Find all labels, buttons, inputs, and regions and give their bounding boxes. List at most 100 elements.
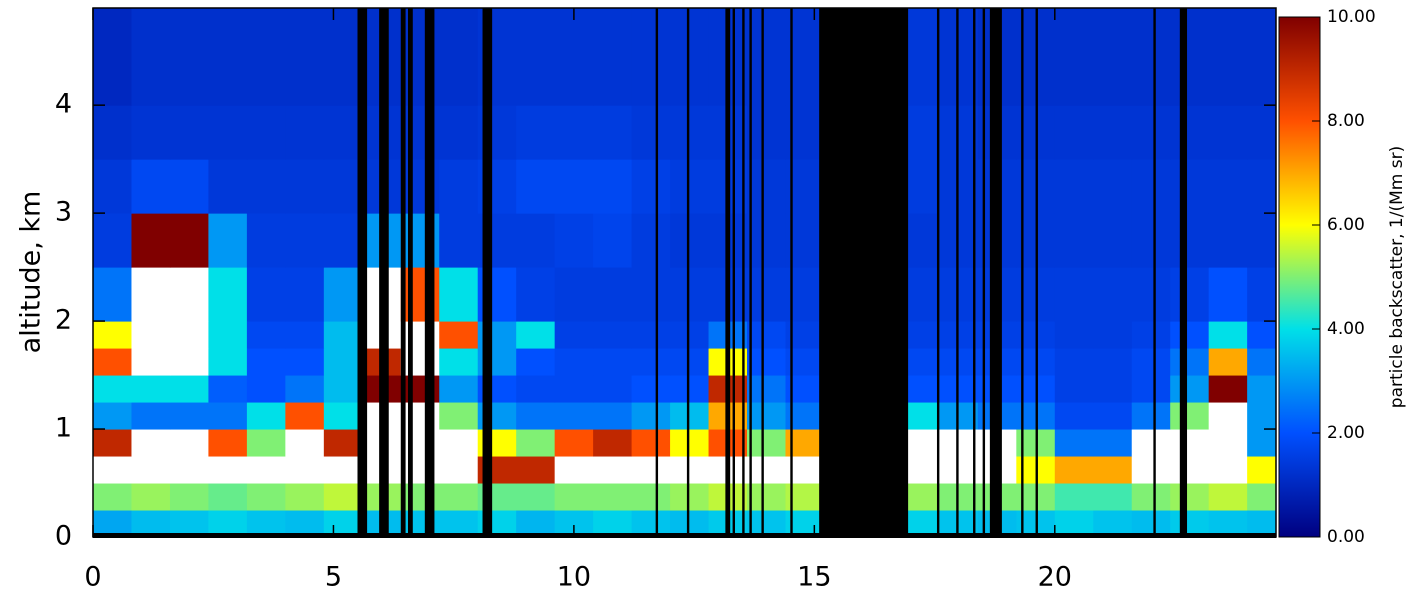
missing-data-strip [982, 8, 986, 537]
heat-cell [631, 429, 671, 457]
missing-data-strip [956, 8, 959, 537]
heat-cell [1093, 429, 1133, 457]
missing-data-strip [761, 8, 764, 537]
heat-cell [285, 483, 325, 511]
missing-data-strip [936, 8, 940, 537]
heat-cell [670, 483, 710, 511]
heat-cell [246, 510, 286, 538]
heat-cell [131, 456, 171, 484]
heat-cell [516, 348, 556, 376]
heat-cell [1093, 483, 1133, 511]
heat-cell [516, 213, 556, 268]
heat-cell [169, 483, 209, 511]
heat-cell [246, 402, 286, 430]
missing-data-strip [400, 8, 406, 537]
heat-cell [169, 429, 209, 457]
heat-cell [439, 267, 479, 322]
heat-cell [593, 267, 633, 322]
heat-cell [439, 159, 479, 214]
heat-cell [1131, 456, 1171, 484]
heat-cell [93, 375, 132, 403]
heat-cell [285, 159, 325, 214]
x-tick-label: 10 [557, 562, 591, 593]
heat-cell [747, 321, 786, 349]
missing-data-strip [989, 8, 1002, 537]
heat-cell [516, 456, 556, 484]
heat-cell [554, 348, 594, 376]
colorbar-label: particle backscatter, 1/(Mm sr) [1387, 146, 1407, 408]
missing-data-strip [725, 8, 731, 537]
heat-cell [93, 456, 132, 484]
heat-cell [554, 267, 594, 322]
heat-cell [1131, 105, 1171, 160]
heat-cell [323, 402, 363, 430]
heat-cell [208, 105, 248, 160]
heat-cell [1170, 105, 1210, 160]
heat-cell [323, 510, 363, 538]
heat-cell [747, 105, 786, 160]
heat-cell [285, 375, 325, 403]
heat-cell [1093, 510, 1133, 538]
heat-cell [593, 429, 633, 457]
heat-cell [1208, 159, 1248, 214]
heat-cell [631, 375, 671, 403]
heat-cell [554, 8, 594, 106]
heat-cell [1054, 8, 1094, 106]
heat-cell [593, 8, 633, 106]
heat-cell [670, 105, 710, 160]
heat-cell [1093, 213, 1133, 268]
x-tick-label: 15 [797, 562, 831, 593]
heat-cell [439, 105, 479, 160]
heat-cell [1247, 402, 1277, 430]
heat-cell [747, 429, 786, 457]
heat-cell [323, 483, 363, 511]
heat-cell [554, 213, 594, 268]
heat-cell [1170, 321, 1210, 349]
heat-cell [1170, 429, 1210, 457]
heat-cell [1093, 348, 1133, 376]
heat-cell [131, 429, 171, 457]
heat-cell [246, 159, 286, 214]
heat-cell [593, 375, 633, 403]
heat-cell [516, 510, 556, 538]
heat-cell [246, 105, 286, 160]
heat-cell [1054, 456, 1094, 484]
missing-data-strip [655, 8, 659, 537]
heat-cell [1247, 267, 1277, 322]
heat-cell [631, 159, 671, 214]
heat-cell [939, 321, 979, 349]
heat-cell [439, 402, 479, 430]
heat-cell [323, 213, 363, 268]
missing-data-strip [1179, 8, 1188, 537]
heat-cell [169, 510, 209, 538]
heat-cell [93, 510, 132, 538]
heat-cell [246, 213, 286, 268]
missing-data-strip [732, 8, 735, 537]
heat-cell [939, 8, 979, 106]
heat-cell [593, 159, 633, 214]
heat-cell [323, 429, 363, 457]
heat-cell [516, 483, 556, 511]
heat-cell [631, 456, 671, 484]
heat-cell [554, 429, 594, 457]
missing-data-strip [742, 8, 745, 537]
heat-cell [939, 510, 979, 538]
heat-cell [323, 267, 363, 322]
heat-cell [516, 105, 556, 160]
heat-cell [593, 402, 633, 430]
heat-cell [1208, 375, 1248, 403]
heat-cell [747, 402, 786, 430]
heat-cell [516, 321, 556, 349]
heat-cell [1170, 213, 1210, 268]
heat-cell [1131, 483, 1171, 511]
heat-cell [1131, 159, 1171, 214]
heat-cell [1170, 348, 1210, 376]
heat-cell [246, 456, 286, 484]
heat-cell [439, 213, 479, 268]
heat-cell [1208, 267, 1248, 322]
heat-cell [1247, 213, 1277, 268]
heat-cell [1093, 321, 1133, 349]
heat-cell [1208, 348, 1248, 376]
heat-cell [554, 402, 594, 430]
heat-cell [169, 375, 209, 403]
